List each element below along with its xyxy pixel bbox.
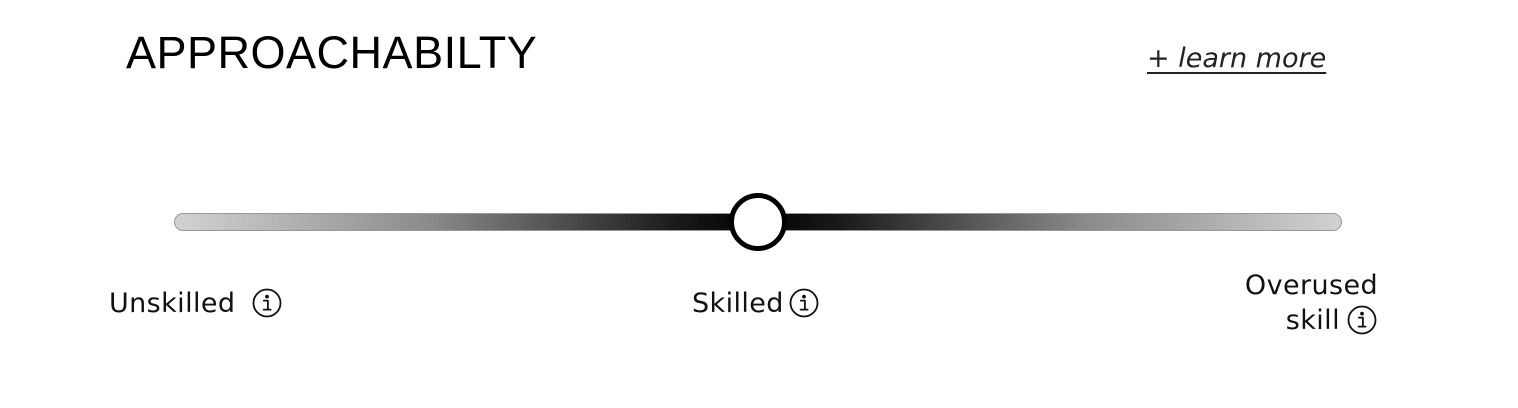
slider-label-overused-line2: skill [1285, 305, 1340, 336]
slider-label-skilled: Skilled [692, 286, 820, 322]
info-icon[interactable] [1346, 304, 1378, 336]
learn-more-link[interactable]: + learn more [1147, 43, 1327, 74]
slider-thumb[interactable] [729, 193, 787, 251]
slider-label-unskilled: Unskilled [109, 286, 283, 322]
info-icon[interactable] [788, 287, 820, 319]
slider-label-overused-line2-row: skill [1245, 303, 1378, 338]
slider-label-overused-line1: Overused [1244, 270, 1378, 301]
slider-label-overused: Overused skill [1245, 268, 1378, 338]
slider-label-skilled-text: Skilled [692, 288, 784, 319]
info-icon[interactable] [251, 287, 283, 319]
page-title: APPROACHABILTY [126, 27, 538, 78]
slider-label-unskilled-text: Unskilled [109, 288, 236, 319]
